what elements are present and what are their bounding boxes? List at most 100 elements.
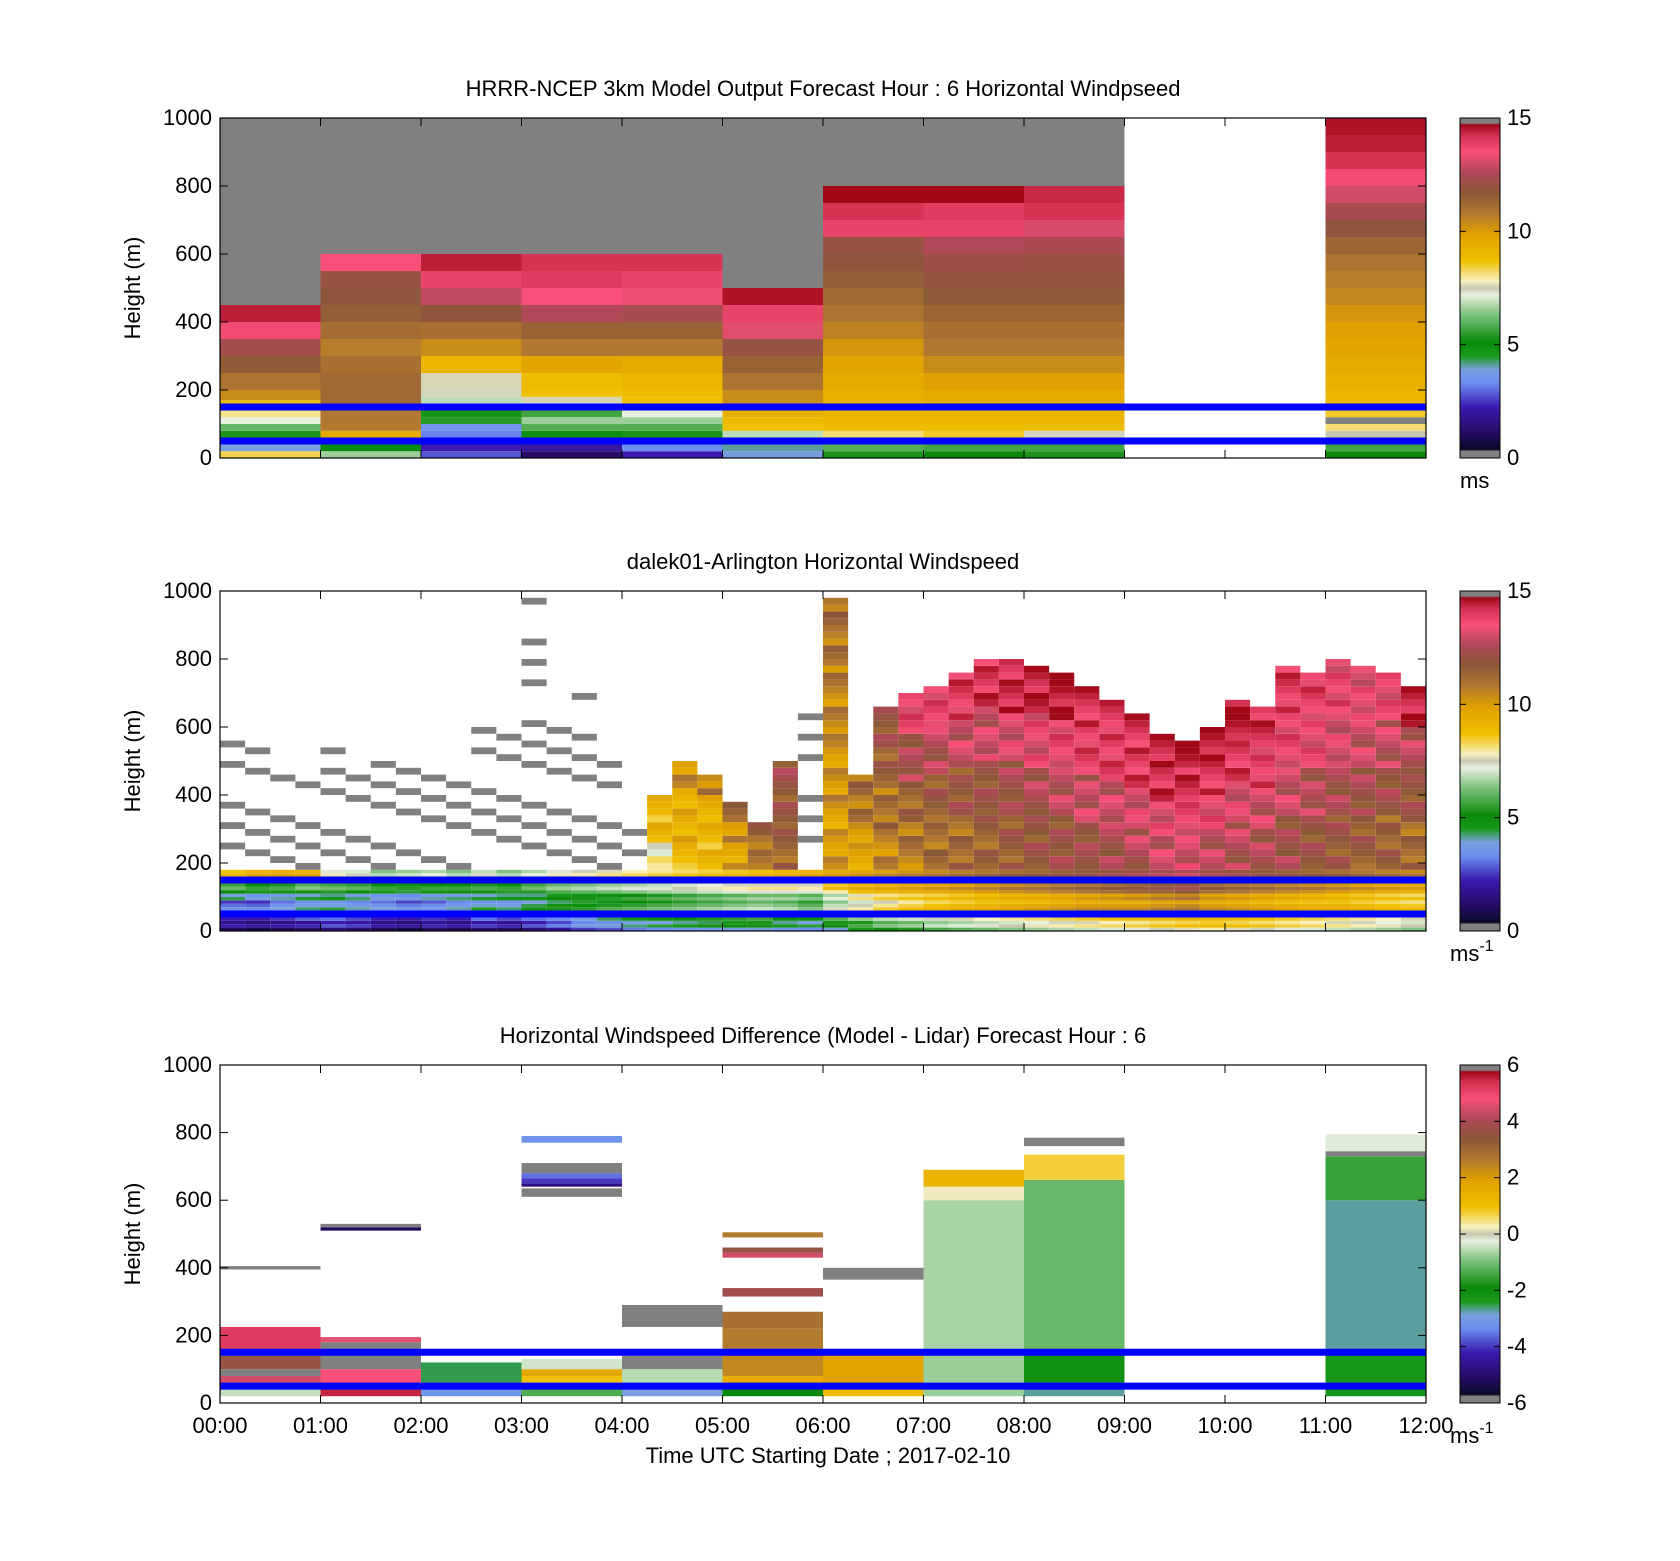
lidar-cell bbox=[647, 917, 673, 921]
lidar-cell bbox=[546, 747, 572, 755]
lidar-cell bbox=[923, 727, 949, 734]
lidar-cell bbox=[747, 842, 773, 850]
lidar-cell bbox=[596, 927, 622, 931]
lidar-cell bbox=[1300, 713, 1326, 721]
lidar-cell bbox=[1174, 907, 1200, 911]
lidar-cell bbox=[496, 927, 522, 931]
difference-cell bbox=[1024, 1352, 1125, 1383]
lidar-cell bbox=[923, 693, 949, 700]
lidar-cell bbox=[772, 893, 798, 897]
lidar-cell bbox=[1199, 761, 1225, 768]
lidar-cell bbox=[1375, 686, 1401, 693]
lidar-cell bbox=[1275, 679, 1301, 687]
model-cell bbox=[320, 373, 421, 407]
lidar-cell bbox=[1049, 883, 1075, 887]
lidar-cell bbox=[873, 917, 899, 921]
model-cell bbox=[923, 203, 1024, 220]
x-tick-label: 03:00 bbox=[494, 1413, 549, 1438]
difference-cell bbox=[722, 1311, 823, 1329]
lidar-cell bbox=[873, 849, 899, 857]
lidar-cell bbox=[672, 863, 698, 870]
lidar-cell bbox=[722, 924, 748, 928]
lidar-cell bbox=[1400, 873, 1426, 877]
lidar-cell bbox=[923, 856, 949, 863]
lidar-cell bbox=[923, 829, 949, 836]
lidar-cell bbox=[1350, 815, 1376, 823]
model-cell bbox=[220, 305, 321, 322]
lidar-cell bbox=[546, 883, 572, 887]
lidar-cell bbox=[672, 856, 698, 863]
lidar-cell bbox=[998, 761, 1024, 768]
lidar-cell bbox=[998, 869, 1024, 874]
lidar-cell bbox=[998, 747, 1024, 755]
lidar-cell bbox=[1174, 903, 1200, 908]
lidar-cell bbox=[546, 849, 572, 857]
lidar-cell bbox=[1300, 897, 1326, 901]
lidar-cell bbox=[1074, 788, 1100, 795]
lidar-cell bbox=[1024, 897, 1050, 901]
lidar-cell bbox=[1024, 829, 1050, 836]
lidar-cell bbox=[1049, 720, 1075, 727]
lidar-cell bbox=[1400, 907, 1426, 911]
lidar-cell bbox=[797, 873, 823, 877]
lidar-cell bbox=[1074, 686, 1100, 693]
lidar-cell bbox=[1325, 740, 1351, 748]
lidar-cell bbox=[1375, 849, 1401, 857]
lidar-cell bbox=[1049, 897, 1075, 901]
model-cell bbox=[521, 390, 622, 397]
lidar-cell bbox=[923, 893, 949, 897]
lidar-cell bbox=[245, 767, 271, 775]
lidar-cell bbox=[395, 907, 421, 911]
lidar-cell bbox=[973, 917, 999, 921]
lidar-cell bbox=[973, 920, 999, 925]
model-cell bbox=[521, 444, 622, 452]
lidar-cell bbox=[998, 706, 1024, 714]
lidar-cell bbox=[546, 873, 572, 877]
heatmap-cells bbox=[220, 118, 1426, 458]
lidar-cell bbox=[1174, 886, 1200, 891]
lidar-cell bbox=[270, 856, 296, 863]
lidar-cell bbox=[1250, 883, 1276, 887]
lidar-cell bbox=[345, 774, 371, 782]
lidar-cell bbox=[898, 740, 924, 748]
lidar-cell bbox=[1325, 706, 1351, 714]
lidar-cell bbox=[923, 767, 949, 775]
lidar-cell bbox=[1275, 713, 1301, 721]
lidar-cell bbox=[697, 883, 723, 887]
lidar-cell bbox=[948, 873, 974, 877]
lidar-cell bbox=[1325, 883, 1351, 887]
lidar-cell bbox=[220, 917, 246, 921]
lidar-cell bbox=[1049, 740, 1075, 748]
model-cell bbox=[1325, 254, 1426, 271]
lidar-cell bbox=[697, 924, 723, 928]
lidar-cell bbox=[1350, 665, 1376, 673]
model-cell bbox=[823, 288, 924, 305]
lidar-cell bbox=[1049, 822, 1075, 829]
difference-cell bbox=[521, 1178, 622, 1184]
lidar-cell bbox=[898, 849, 924, 857]
difference-cell bbox=[1325, 1200, 1426, 1353]
y-tick-label: 1000 bbox=[163, 578, 212, 603]
lidar-cell bbox=[1300, 740, 1326, 748]
lidar-cell bbox=[622, 849, 648, 857]
lidar-cell bbox=[848, 795, 874, 802]
lidar-cell bbox=[320, 897, 346, 901]
lidar-cell bbox=[1350, 733, 1376, 741]
lidar-cell bbox=[873, 808, 899, 816]
lidar-cell bbox=[1149, 733, 1175, 741]
lidar-cell bbox=[1124, 767, 1150, 775]
lidar-cell bbox=[998, 903, 1024, 908]
lidar-cell bbox=[220, 883, 246, 887]
lidar-cell bbox=[521, 883, 547, 887]
lidar-cell bbox=[1074, 822, 1100, 829]
lidar-cell bbox=[998, 829, 1024, 836]
lidar-cell bbox=[1375, 863, 1401, 870]
lidar-cell bbox=[1149, 897, 1175, 901]
lidar-cell bbox=[1149, 856, 1175, 863]
lidar-cell bbox=[948, 767, 974, 775]
lidar-cell bbox=[873, 740, 899, 748]
lidar-cell bbox=[823, 713, 849, 721]
lidar-cell bbox=[898, 873, 924, 877]
lidar-cell bbox=[1074, 747, 1100, 755]
